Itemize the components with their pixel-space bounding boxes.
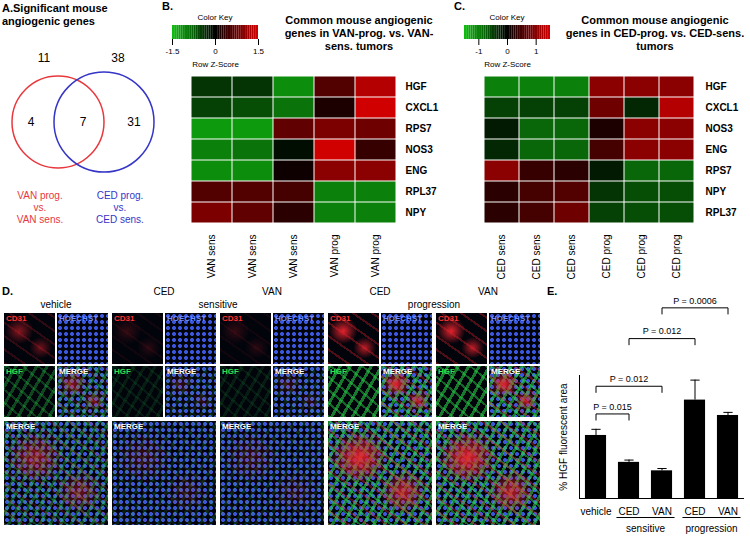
- svg-text:CED sens.: CED sens.: [96, 214, 144, 225]
- html-text:CD31: CD31: [6, 314, 27, 323]
- svg-text:CED prog: CED prog: [636, 235, 647, 279]
- html-text:E.: E.: [547, 285, 558, 297]
- html-text:MERGE: MERGE: [6, 422, 36, 431]
- svg-text:ENG: ENG: [406, 165, 428, 176]
- svg-text:VAN prog: VAN prog: [370, 235, 381, 278]
- html-text:VAN: VAN: [262, 286, 282, 297]
- svg-text:P = 0.0006: P = 0.0006: [673, 296, 717, 306]
- svg-text:VAN sens.: VAN sens.: [17, 214, 64, 225]
- svg-text:CED sens: CED sens: [496, 235, 507, 280]
- html-text:MERGE: MERGE: [114, 422, 144, 431]
- svg-text:RPL37: RPL37: [406, 186, 438, 197]
- svg-text:vehicle: vehicle: [580, 506, 612, 517]
- svg-text:-1.5: -1.5: [166, 47, 180, 56]
- svg-text:CXCL1: CXCL1: [706, 102, 739, 113]
- svg-text:VAN: VAN: [652, 506, 672, 517]
- html-text:HGF: HGF: [438, 367, 455, 376]
- svg-text:VAN prog: VAN prog: [329, 235, 340, 278]
- html-text:MERGE: MERGE: [59, 367, 89, 376]
- html-text:MERGE: MERGE: [275, 367, 305, 376]
- html-text:sensitive: sensitive: [198, 299, 238, 310]
- svg-text:HGF: HGF: [706, 81, 727, 92]
- svg-text:Row Z-Score: Row Z-Score: [192, 60, 239, 69]
- html-text:A. Significant mouse angiogeni: A. Significant mouse angiogenic genes: [2, 2, 108, 27]
- svg-text:RPL37: RPL37: [706, 207, 738, 218]
- svg-text:38: 38: [111, 51, 125, 65]
- svg-text:ENG: ENG: [706, 144, 728, 155]
- svg-text:P = 0.012: P = 0.012: [610, 374, 649, 384]
- svg-text:CED prog: CED prog: [671, 235, 682, 279]
- svg-text:1.5: 1.5: [253, 47, 265, 56]
- html-text:C.: C.: [454, 0, 465, 12]
- svg-text:VAN sens: VAN sens: [247, 235, 258, 279]
- html-text:MERGE: MERGE: [222, 422, 252, 431]
- html-text:HGF: HGF: [114, 367, 131, 376]
- svg-text:4: 4: [28, 115, 35, 129]
- svg-text:progression: progression: [685, 523, 737, 534]
- svg-text:VAN: VAN: [718, 506, 738, 517]
- svg-text:% HGF fluorescent area: % HGF fluorescent area: [558, 383, 569, 491]
- html-text:Color Key: Color Key: [489, 13, 525, 22]
- svg-text:VAN sens: VAN sens: [288, 235, 299, 279]
- svg-text:CXCL1: CXCL1: [406, 102, 439, 113]
- html-text:HOECHST: HOECHST: [167, 314, 207, 323]
- html-text:CED: CED: [153, 286, 175, 297]
- svg-text:P = 0.012: P = 0.012: [643, 326, 682, 336]
- svg-text:sensitive: sensitive: [626, 523, 665, 534]
- svg-text:NOS3: NOS3: [706, 123, 734, 134]
- svg-text:vs.: vs.: [114, 202, 127, 213]
- html-text:MERGE: MERGE: [330, 422, 360, 431]
- svg-text:CED sens: CED sens: [531, 235, 542, 280]
- html-text:MERGE: MERGE: [491, 367, 521, 376]
- svg-text:NPY: NPY: [406, 207, 427, 218]
- html-text:B.: B.: [162, 0, 173, 12]
- html-text:MERGE: MERGE: [383, 367, 413, 376]
- svg-text:Row Z-Score: Row Z-Score: [484, 60, 531, 69]
- svg-text:1: 1: [534, 47, 539, 56]
- html-text:Common mouse angiogenic genes: Common mouse angiogenic genes in CED-pro…: [565, 14, 745, 52]
- svg-text:VAN sens: VAN sens: [206, 235, 217, 279]
- svg-text:P = 0.015: P = 0.015: [593, 402, 632, 412]
- html-text:CED: CED: [369, 286, 391, 297]
- svg-text:CED: CED: [684, 506, 705, 517]
- svg-text:RPS7: RPS7: [406, 123, 433, 134]
- html-text:Color Key: Color Key: [197, 13, 233, 22]
- svg-text:CED prog: CED prog: [601, 235, 612, 279]
- html-text:Common mouse angiogenic genes: Common mouse angiogenic genes in VAN-pro…: [284, 14, 434, 52]
- html-text:CD31: CD31: [222, 314, 243, 323]
- svg-text:0: 0: [213, 47, 218, 56]
- svg-text:RPS7: RPS7: [706, 165, 733, 176]
- html-text:vehicle: vehicle: [40, 299, 72, 310]
- html-text:HGF: HGF: [6, 367, 23, 376]
- svg-text:CED sens: CED sens: [566, 235, 577, 280]
- html-text:D.: D.: [2, 285, 13, 297]
- html-text:MERGE: MERGE: [438, 422, 468, 431]
- svg-text:CED: CED: [618, 506, 639, 517]
- svg-text:7: 7: [80, 115, 87, 129]
- svg-text:NPY: NPY: [706, 186, 727, 197]
- html-text:MERGE: MERGE: [167, 367, 197, 376]
- svg-text:11: 11: [38, 51, 51, 65]
- html-text:CD31: CD31: [330, 314, 351, 323]
- svg-text:NOS3: NOS3: [406, 144, 434, 155]
- html-text:HGF: HGF: [222, 367, 239, 376]
- svg-text:VAN prog.: VAN prog.: [17, 190, 62, 201]
- svg-text:0: 0: [505, 47, 510, 56]
- html-text:HGF: HGF: [330, 367, 347, 376]
- svg-text:HGF: HGF: [406, 81, 427, 92]
- svg-text:-1: -1: [475, 47, 483, 56]
- html-text:HOECHST: HOECHST: [275, 314, 315, 323]
- html-text:CD31: CD31: [438, 314, 459, 323]
- svg-text:vs.: vs.: [34, 202, 47, 213]
- svg-text:CED prog.: CED prog.: [97, 190, 144, 201]
- html-text:HOECHST: HOECHST: [383, 314, 423, 323]
- svg-text:31: 31: [127, 115, 141, 129]
- html-text:CD31: CD31: [114, 314, 135, 323]
- html-text:progression: progression: [407, 299, 461, 310]
- html-text:VAN: VAN: [478, 286, 498, 297]
- html-text:HOECHST: HOECHST: [491, 314, 531, 323]
- html-text:HOECHST: HOECHST: [59, 314, 99, 323]
